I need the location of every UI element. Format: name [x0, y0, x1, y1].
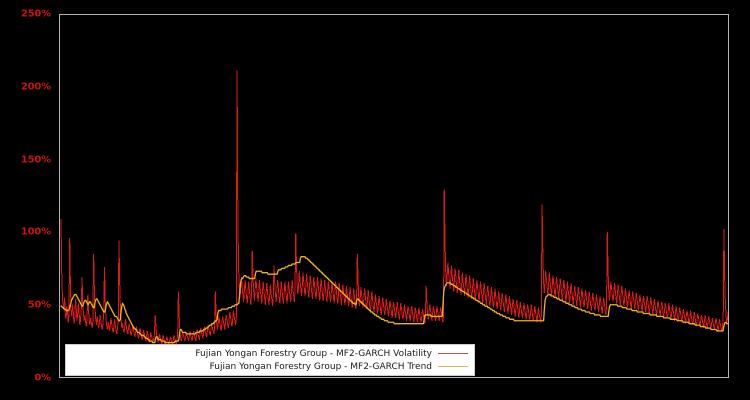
chart-svg	[60, 70, 728, 346]
chart-legend: Fujian Yongan Forestry Group - MF2-GARCH…	[65, 344, 475, 376]
y-tick-label: 0%	[34, 372, 51, 384]
legend-swatch-volatility	[438, 353, 468, 354]
legend-label-trend: Fujian Yongan Forestry Group - MF2-GARCH…	[209, 361, 432, 372]
legend-entry-volatility: Fujian Yongan Forestry Group - MF2-GARCH…	[66, 347, 468, 360]
plot-area	[59, 14, 729, 378]
series-line-volatility	[60, 70, 728, 346]
legend-label-volatility: Fujian Yongan Forestry Group - MF2-GARCH…	[195, 348, 432, 359]
y-tick-label: 200%	[20, 81, 51, 93]
series-line-trend	[60, 256, 728, 344]
y-tick-label: 150%	[20, 154, 51, 166]
y-axis: 0% 50% 100% 150% 200% 250%	[0, 0, 59, 400]
y-tick-label: 100%	[20, 226, 51, 238]
y-tick-label: 50%	[27, 299, 52, 311]
legend-entry-trend: Fujian Yongan Forestry Group - MF2-GARCH…	[66, 360, 468, 373]
y-tick-label: 250%	[20, 8, 51, 20]
legend-swatch-trend	[438, 366, 468, 367]
